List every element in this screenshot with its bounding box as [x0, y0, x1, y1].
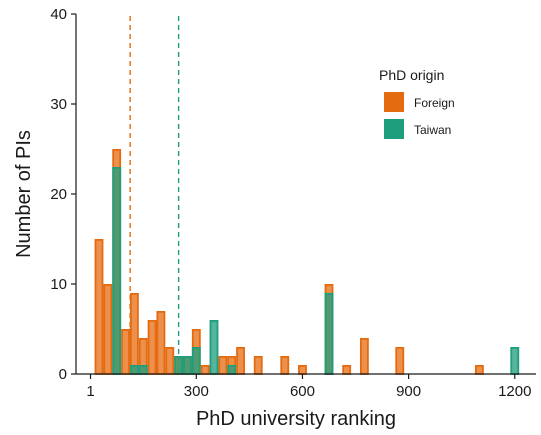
bar-foreign	[395, 346, 405, 375]
bar-taiwan	[510, 346, 520, 375]
ticks-layer: 1 300 600 900 1200 0 10 20 30 40	[50, 6, 531, 400]
y-tick-label: 10	[50, 276, 67, 293]
y-tick-label: 40	[50, 6, 67, 23]
bar-taiwan	[324, 292, 334, 375]
legend: PhD origin Foreign Taiwan	[379, 67, 455, 139]
bar-taiwan	[227, 364, 237, 375]
x-tick-label: 1	[86, 383, 94, 400]
axes	[75, 14, 536, 375]
bar-taiwan	[183, 355, 192, 375]
bar-taiwan	[138, 364, 148, 375]
bar-taiwan	[174, 355, 184, 375]
bar-foreign	[147, 319, 157, 375]
legend-label-foreign: Foreign	[414, 96, 455, 110]
bar-taiwan	[209, 319, 219, 375]
bar-foreign	[253, 355, 263, 375]
y-axis-title: Number of PIs	[13, 130, 35, 258]
y-tick-label: 20	[50, 186, 67, 203]
bar-foreign	[218, 355, 228, 375]
bar-foreign	[94, 238, 104, 375]
bar-foreign	[298, 364, 307, 375]
bar-foreign	[359, 337, 369, 375]
legend-swatch-foreign	[384, 92, 404, 112]
x-tick-label: 600	[290, 383, 315, 400]
y-tick-label: 0	[59, 366, 67, 383]
bar-foreign	[121, 328, 130, 375]
bar-taiwan	[129, 364, 139, 375]
bar-taiwan	[112, 166, 122, 375]
bar-foreign	[280, 355, 290, 375]
bar-foreign	[200, 364, 210, 375]
bars-layer	[94, 148, 520, 375]
x-tick-label: 1200	[498, 383, 531, 400]
x-tick-label: 300	[184, 383, 209, 400]
legend-swatch-taiwan	[384, 119, 404, 139]
bar-taiwan	[191, 346, 201, 375]
bar-foreign	[474, 364, 484, 375]
bar-foreign	[342, 364, 352, 375]
x-axis-title: PhD university ranking	[196, 408, 396, 430]
x-tick-label: 900	[396, 383, 421, 400]
bar-foreign	[236, 346, 245, 375]
y-tick-label: 30	[50, 96, 67, 113]
bar-foreign	[156, 310, 166, 375]
legend-title: PhD origin	[379, 67, 444, 83]
legend-label-taiwan: Taiwan	[414, 123, 451, 137]
bar-foreign	[165, 346, 175, 375]
bar-foreign	[129, 292, 139, 375]
bar-foreign	[103, 283, 113, 375]
